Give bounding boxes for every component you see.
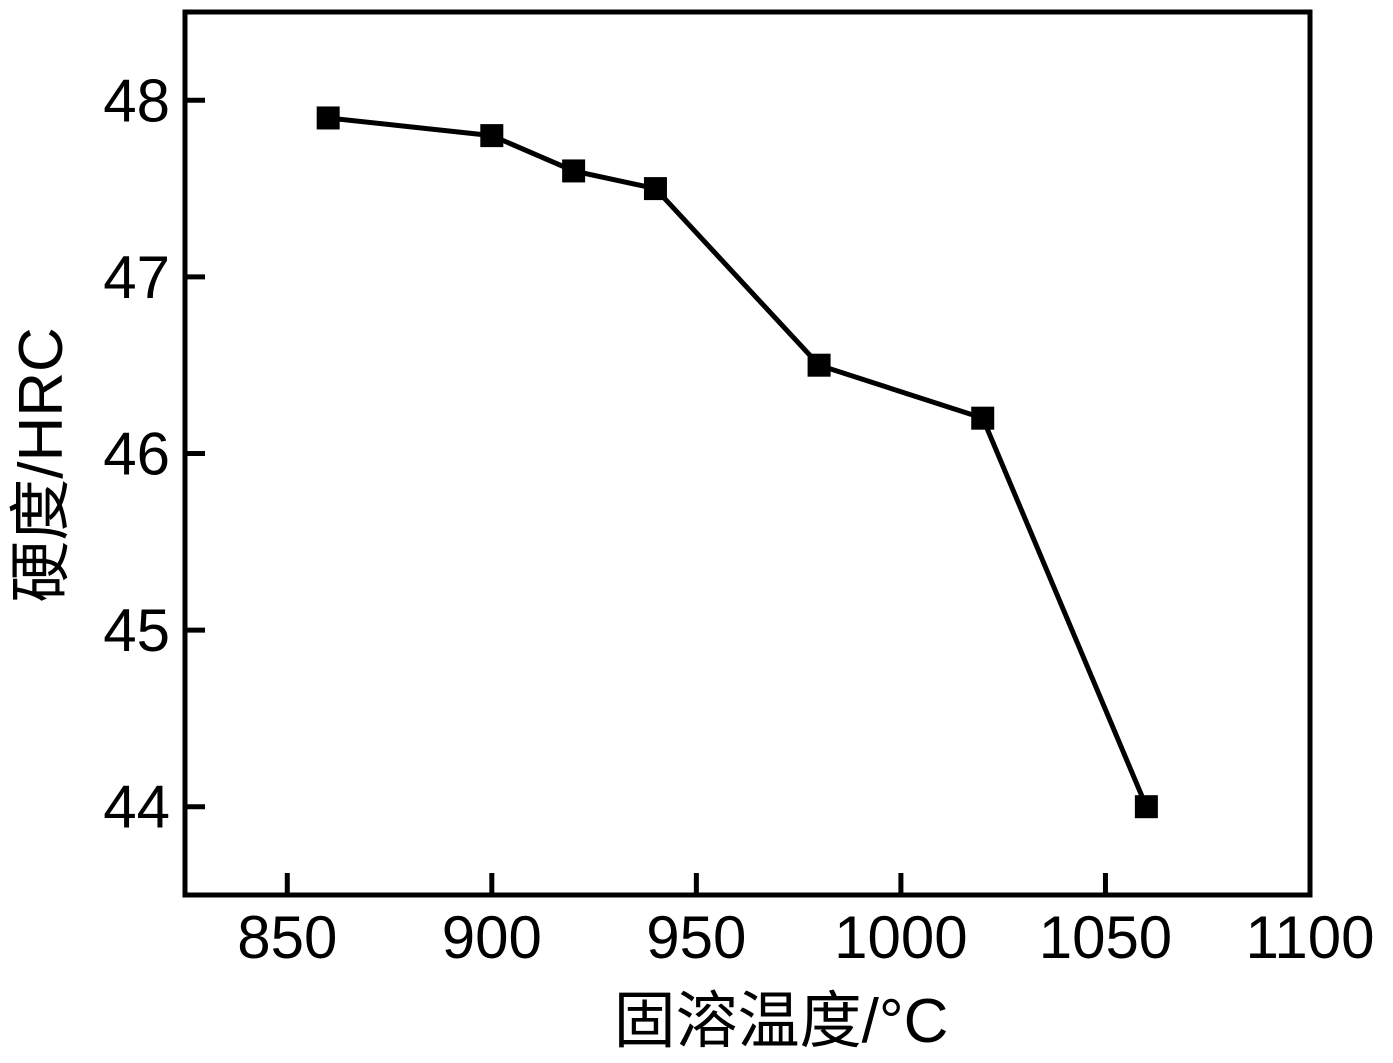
x-tick-label: 850 bbox=[237, 904, 337, 971]
x-axis-tick-labels: 850 900 950 1000 1050 1100 bbox=[237, 904, 1374, 971]
data-point-marker bbox=[1134, 795, 1158, 819]
y-tick-label: 47 bbox=[103, 244, 170, 311]
plot-border bbox=[182, 9, 1313, 898]
data-series-lines bbox=[327, 115, 1149, 808]
x-axis-title: 固溶温度/°C bbox=[614, 987, 949, 1056]
data-point-marker bbox=[480, 124, 504, 148]
x-tick-label: 1000 bbox=[834, 904, 967, 971]
x-axis-ticks bbox=[284, 873, 1313, 895]
data-series-markers bbox=[316, 106, 1158, 819]
y-tick-label: 48 bbox=[103, 67, 170, 134]
x-tick-label: 950 bbox=[646, 904, 746, 971]
x-tick-label: 1050 bbox=[1039, 904, 1172, 971]
y-tick-label: 46 bbox=[103, 421, 170, 488]
data-point-marker bbox=[562, 159, 586, 183]
y-axis-ticks bbox=[185, 97, 205, 810]
y-axis-tick-labels: 44 45 46 47 48 bbox=[103, 67, 170, 840]
y-tick-label: 45 bbox=[103, 597, 170, 664]
x-tick-label: 900 bbox=[442, 904, 542, 971]
data-line bbox=[327, 115, 1149, 808]
x-tick-label: 1100 bbox=[1245, 904, 1374, 971]
data-point-marker bbox=[316, 106, 340, 130]
y-tick-label: 44 bbox=[103, 774, 170, 841]
data-point-marker bbox=[971, 406, 995, 430]
data-point-marker bbox=[807, 353, 831, 377]
y-axis-title: 硬度/HRC bbox=[7, 327, 76, 603]
data-point-marker bbox=[643, 177, 667, 201]
